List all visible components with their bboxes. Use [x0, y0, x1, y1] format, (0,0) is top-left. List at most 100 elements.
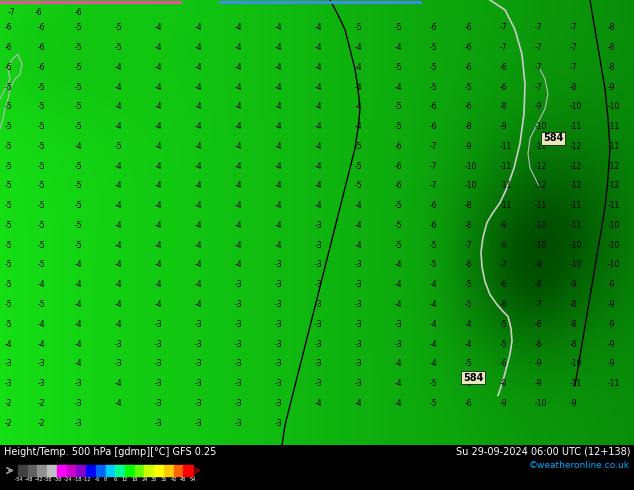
Text: -12: -12	[535, 162, 547, 171]
Text: -4: -4	[5, 340, 13, 348]
Text: -4: -4	[395, 399, 403, 408]
Text: -7: -7	[535, 82, 543, 92]
Text: -4: -4	[155, 43, 163, 52]
Text: 42: 42	[171, 477, 177, 482]
Text: -5: -5	[430, 43, 437, 52]
Text: -3: -3	[315, 241, 323, 250]
Text: -54: -54	[13, 477, 23, 482]
Text: -11: -11	[535, 201, 547, 210]
Text: -42: -42	[33, 477, 42, 482]
Text: -6: -6	[395, 142, 403, 151]
Text: -4: -4	[75, 261, 82, 270]
Text: -7: -7	[430, 142, 437, 151]
Text: -7: -7	[500, 23, 508, 32]
Text: -3: -3	[5, 379, 13, 388]
Text: -4: -4	[315, 63, 323, 72]
Text: -4: -4	[155, 280, 163, 289]
Text: -4: -4	[395, 261, 403, 270]
Bar	[134, 465, 145, 476]
Text: -5: -5	[465, 82, 472, 92]
Text: 584: 584	[463, 373, 483, 383]
Text: -5: -5	[465, 300, 472, 309]
Text: -4: -4	[235, 241, 243, 250]
Text: -5: -5	[38, 122, 46, 131]
Text: -5: -5	[355, 181, 363, 191]
Bar	[125, 465, 134, 476]
Text: -4: -4	[115, 162, 122, 171]
Text: -5: -5	[75, 181, 82, 191]
Text: -4: -4	[430, 320, 437, 329]
Text: -8: -8	[535, 280, 543, 289]
Text: -6: -6	[395, 181, 403, 191]
Text: 12: 12	[122, 477, 128, 482]
Text: -6: -6	[93, 477, 99, 482]
Text: -4: -4	[395, 300, 403, 309]
Text: -3: -3	[275, 418, 283, 428]
Text: -4: -4	[155, 23, 163, 32]
Text: -3: -3	[355, 379, 363, 388]
Text: -9: -9	[465, 142, 472, 151]
Text: -7: -7	[430, 162, 437, 171]
Bar	[115, 465, 125, 476]
Text: -3: -3	[275, 300, 283, 309]
Text: -3: -3	[195, 399, 203, 408]
Text: -5: -5	[38, 241, 46, 250]
Text: -8: -8	[570, 320, 578, 329]
Text: -4: -4	[275, 63, 283, 72]
Text: -4: -4	[235, 122, 243, 131]
Text: -2: -2	[38, 418, 46, 428]
Text: -9: -9	[570, 399, 578, 408]
Text: -4: -4	[75, 359, 82, 368]
Text: -8: -8	[608, 43, 616, 52]
Text: -7: -7	[535, 63, 543, 72]
Text: -3: -3	[315, 280, 323, 289]
Text: -10: -10	[570, 102, 583, 111]
Text: -2: -2	[5, 399, 13, 408]
Text: -4: -4	[315, 399, 323, 408]
Text: -4: -4	[155, 201, 163, 210]
Text: -4: -4	[315, 102, 323, 111]
Text: -4: -4	[115, 320, 122, 329]
Text: -2: -2	[38, 399, 46, 408]
Text: -6: -6	[535, 320, 543, 329]
Text: 54: 54	[190, 477, 196, 482]
Text: -3: -3	[235, 320, 243, 329]
Text: -3: -3	[235, 418, 243, 428]
Text: -7: -7	[500, 261, 508, 270]
Text: -11: -11	[608, 122, 620, 131]
Text: -4: -4	[195, 201, 203, 210]
Text: -9: -9	[608, 320, 616, 329]
Text: -11: -11	[608, 201, 620, 210]
Text: -4: -4	[155, 122, 163, 131]
Text: -9: -9	[500, 122, 508, 131]
Text: -5: -5	[38, 142, 46, 151]
Text: -6: -6	[465, 63, 472, 72]
Text: -6: -6	[430, 122, 437, 131]
Text: -3: -3	[5, 359, 13, 368]
Text: -4: -4	[315, 162, 323, 171]
Text: -11: -11	[608, 142, 620, 151]
Bar	[154, 465, 164, 476]
Text: -4: -4	[75, 340, 82, 348]
Text: -4: -4	[275, 162, 283, 171]
Text: -4: -4	[315, 122, 323, 131]
Text: -3: -3	[315, 379, 323, 388]
Text: -10: -10	[570, 241, 583, 250]
Text: -5: -5	[38, 181, 46, 191]
Text: -5: -5	[395, 63, 403, 72]
Text: 0: 0	[104, 477, 107, 482]
Bar	[174, 465, 183, 476]
Text: -3: -3	[315, 261, 323, 270]
Text: -10: -10	[465, 162, 477, 171]
Text: -4: -4	[195, 122, 203, 131]
Bar	[57, 465, 67, 476]
Text: -5: -5	[465, 359, 472, 368]
Text: -11: -11	[500, 201, 512, 210]
Text: -4: -4	[355, 43, 363, 52]
Text: -3: -3	[155, 340, 163, 348]
Text: -11: -11	[570, 379, 582, 388]
Text: -6: -6	[5, 23, 13, 32]
Text: -9: -9	[500, 241, 508, 250]
Text: -4: -4	[38, 280, 46, 289]
Text: -4: -4	[235, 221, 243, 230]
